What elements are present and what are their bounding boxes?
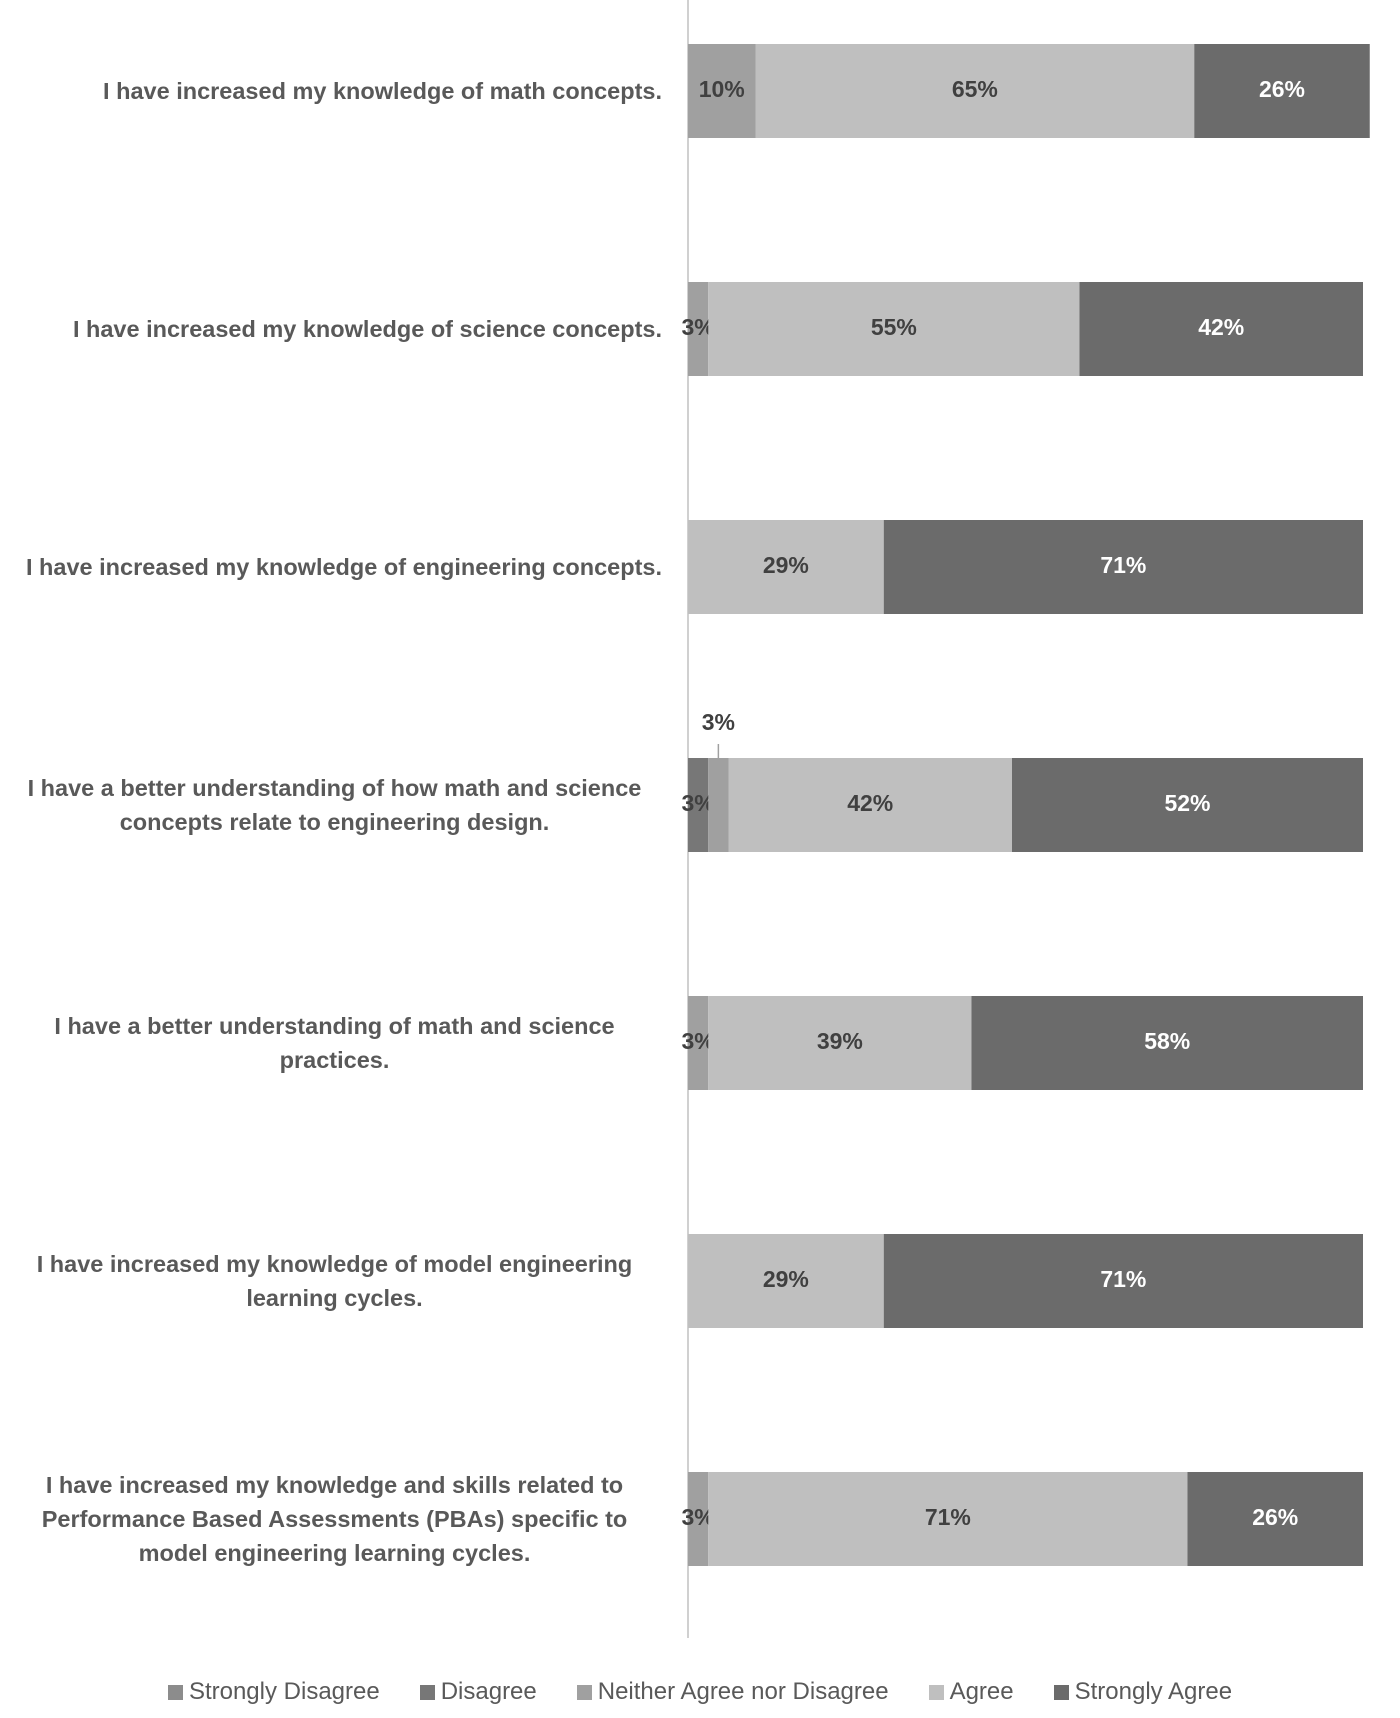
data-label: 71% [925, 1504, 971, 1530]
category-label: I have increased my knowledge of science… [72, 316, 662, 342]
category-label: I have increased my knowledge of enginee… [26, 554, 662, 580]
bar-segment [688, 996, 709, 1090]
legend-item: Agree [928, 1678, 1014, 1706]
bar-segment [1194, 44, 1370, 138]
bar-segment [728, 758, 1012, 852]
legend-label: Strongly Disagree [188, 1678, 380, 1705]
data-label: 58% [1144, 1028, 1190, 1054]
bar-segment [1012, 758, 1363, 852]
legend-label: Agree [949, 1678, 1014, 1705]
data-label: 26% [1252, 1504, 1298, 1530]
bar-segment [1187, 1472, 1363, 1566]
bar-segment [883, 1234, 1363, 1328]
data-label: 29% [763, 1266, 809, 1292]
bar-segment [688, 1234, 884, 1328]
bar-segment [708, 282, 1080, 376]
bar-segment [688, 520, 884, 614]
data-label: 39% [817, 1028, 863, 1054]
data-label: 3% [702, 709, 735, 735]
legend-swatch [167, 1684, 183, 1700]
bar-segment [708, 996, 972, 1090]
bar-segment [688, 44, 756, 138]
data-label: 65% [952, 76, 998, 102]
legend-swatch [576, 1684, 592, 1700]
data-label: 42% [847, 790, 893, 816]
legend-label: Neither Agree nor Disagree [597, 1678, 889, 1705]
legend-item: Strongly Disagree [167, 1678, 380, 1706]
category-label: I have increased my knowledge of math co… [103, 78, 662, 104]
legend-item: Neither Agree nor Disagree [576, 1678, 889, 1706]
bar-segment [688, 282, 709, 376]
data-label: 71% [1100, 1266, 1146, 1292]
legend: Strongly Disagree Disagree Neither Agree n… [0, 1678, 1400, 1706]
data-label: 55% [871, 314, 917, 340]
legend-label: Disagree [440, 1678, 537, 1705]
bar-segment [1079, 282, 1363, 376]
data-label: 71% [1100, 552, 1146, 578]
bar-segment [708, 1472, 1188, 1566]
category-label: I have increased my knowledge and skills… [41, 1472, 628, 1566]
category-label: I have a better understanding of how mat… [27, 775, 642, 835]
bar-segment [688, 758, 709, 852]
category-label: I have a better understanding of math an… [54, 1013, 615, 1073]
legend-label: Strongly Agree [1074, 1678, 1233, 1705]
bar-segment [755, 44, 1195, 138]
legend-swatch [419, 1684, 435, 1700]
data-label: 52% [1164, 790, 1210, 816]
bar-segment [708, 758, 729, 852]
data-label: 29% [763, 552, 809, 578]
data-label: 42% [1198, 314, 1244, 340]
data-label: 26% [1259, 76, 1305, 102]
legend-item: Strongly Agree [1053, 1678, 1233, 1706]
legend-swatch [928, 1684, 944, 1700]
data-label: 10% [699, 76, 745, 102]
bar-segment [688, 1472, 709, 1566]
bar-segment [971, 996, 1363, 1090]
legend-swatch [1053, 1684, 1069, 1700]
legend-item: Disagree [419, 1678, 537, 1706]
bar-segment [883, 520, 1363, 614]
category-label: I have increased my knowledge of model e… [36, 1251, 633, 1311]
